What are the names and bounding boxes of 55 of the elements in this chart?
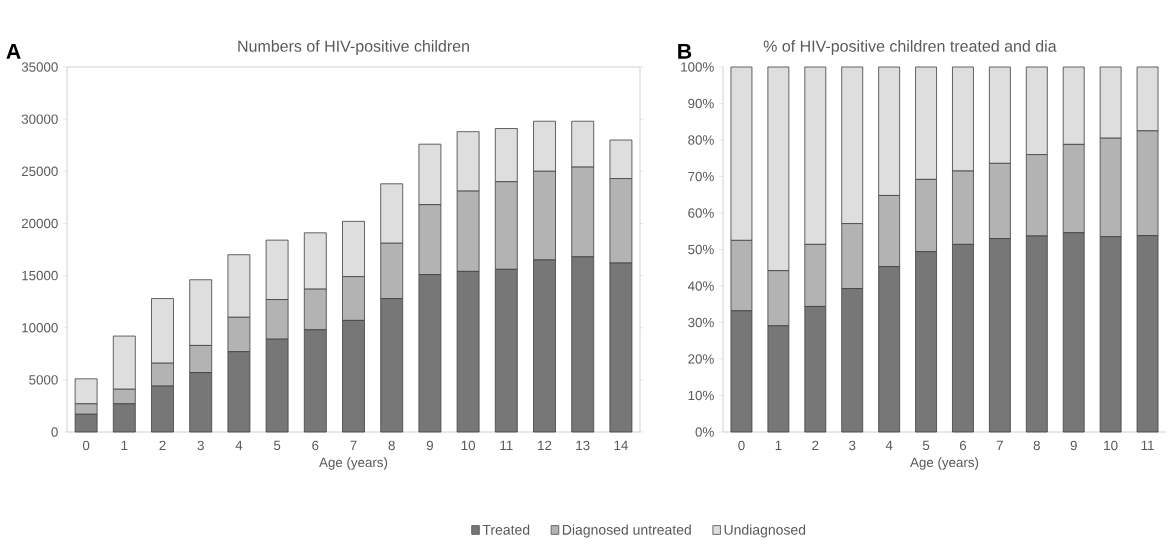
- x-tick-label: 3: [849, 440, 856, 451]
- y-tick-label: 10%: [688, 390, 714, 401]
- y-tick-label: 5000: [29, 375, 58, 385]
- x-tick-label: 6: [959, 440, 967, 451]
- y-tick-label: 30%: [688, 317, 714, 328]
- x-tick-label: 4: [235, 440, 243, 450]
- x-tick-label: 12: [538, 440, 552, 451]
- x-axis-title: Age (years): [910, 457, 979, 470]
- y-tick-label: 25000: [21, 166, 58, 176]
- x-tick-label: 8: [388, 440, 395, 451]
- y-tick-label: 80%: [688, 135, 714, 145]
- x-tick-label: 3: [197, 440, 204, 451]
- x-tick-label: 14: [614, 440, 628, 450]
- x-tick-label: 2: [812, 440, 819, 451]
- x-tick-label: 7: [996, 440, 1003, 450]
- x-tick-label: 10: [1104, 440, 1118, 451]
- y-tick-label: 0: [51, 427, 58, 437]
- y-tick-label: 100%: [681, 62, 714, 72]
- y-tick-label: 15000: [22, 270, 58, 281]
- chart-title: Numbers of HIV-positive children: [238, 40, 469, 55]
- x-tick-label: 11: [500, 440, 513, 450]
- x-tick-label: 4: [885, 440, 893, 450]
- x-tick-label: 9: [1070, 440, 1077, 451]
- x-tick-label: 13: [576, 440, 590, 451]
- y-tick-label: 20%: [688, 354, 714, 364]
- x-tick-label: 0: [738, 440, 745, 451]
- x-tick-label: 1: [775, 440, 782, 450]
- text: A: [6, 43, 21, 59]
- x-tick-label: 1: [121, 440, 128, 450]
- legend-label: Diagnosed untreated: [562, 524, 691, 538]
- x-axis-title: Age (years): [319, 457, 388, 470]
- y-tick-label: 70%: [688, 171, 714, 182]
- y-tick-label: 10000: [22, 323, 58, 333]
- text: B: [678, 43, 692, 59]
- x-tick-label: 6: [312, 440, 319, 451]
- y-tick-label: 35000: [21, 62, 58, 72]
- y-tick-label: 90%: [688, 98, 714, 109]
- chart-title: % of HIV-positive children treated and dia: [763, 40, 1057, 55]
- x-tick-label: 11: [1141, 440, 1154, 450]
- y-tick-label: 30000: [21, 114, 58, 124]
- x-tick-label: 9: [426, 440, 433, 451]
- x-tick-label: 10: [461, 440, 476, 451]
- y-tick-label: 60%: [688, 208, 714, 218]
- x-tick-label: 0: [82, 440, 90, 451]
- x-tick-label: 5: [922, 440, 930, 451]
- legend-label: Treated: [482, 524, 530, 535]
- y-tick-label: 40%: [687, 281, 714, 291]
- legend-label: Undiagnosed: [724, 524, 806, 538]
- y-tick-label: 20000: [21, 218, 58, 229]
- y-tick-label: 0%: [695, 427, 714, 437]
- x-tick-label: 8: [1033, 440, 1040, 451]
- x-tick-label: 5: [273, 440, 281, 451]
- x-tick-label: 7: [350, 440, 357, 450]
- x-tick-label: 2: [159, 440, 166, 451]
- y-tick-label: 50%: [688, 244, 714, 255]
